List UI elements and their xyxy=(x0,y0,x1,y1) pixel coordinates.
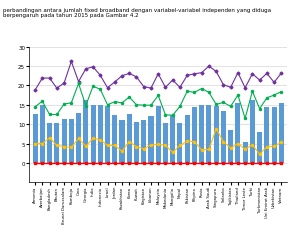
Bar xyxy=(170,116,175,163)
Bar xyxy=(272,108,277,163)
Bar xyxy=(250,101,255,163)
Bar xyxy=(163,124,168,163)
Bar xyxy=(192,108,197,163)
Bar xyxy=(214,106,219,163)
Bar xyxy=(120,121,125,163)
Bar xyxy=(279,104,284,163)
Bar xyxy=(221,112,226,163)
Bar xyxy=(98,106,103,163)
Bar xyxy=(69,120,74,163)
Bar xyxy=(243,142,248,163)
Bar xyxy=(185,116,190,163)
Bar xyxy=(257,132,262,163)
Bar xyxy=(134,123,139,163)
Bar xyxy=(178,124,183,163)
Bar xyxy=(156,106,161,163)
Bar xyxy=(141,121,146,163)
Bar xyxy=(33,115,38,163)
Bar xyxy=(112,116,117,163)
Bar xyxy=(206,105,212,163)
Bar xyxy=(127,114,132,163)
Bar xyxy=(235,104,241,163)
Bar xyxy=(76,113,81,163)
Bar xyxy=(54,124,59,163)
Bar xyxy=(83,101,88,163)
Bar xyxy=(47,124,52,163)
Bar xyxy=(228,130,233,163)
Bar xyxy=(62,120,67,163)
Bar xyxy=(105,106,110,163)
Bar xyxy=(264,108,269,163)
Text: perbandingan antara jumlah fixed broadband dengan variabel-variabel independen y: perbandingan antara jumlah fixed broadba… xyxy=(3,8,271,18)
Bar xyxy=(40,105,45,163)
Bar xyxy=(199,106,204,163)
Bar xyxy=(149,116,154,163)
Bar xyxy=(91,106,96,163)
